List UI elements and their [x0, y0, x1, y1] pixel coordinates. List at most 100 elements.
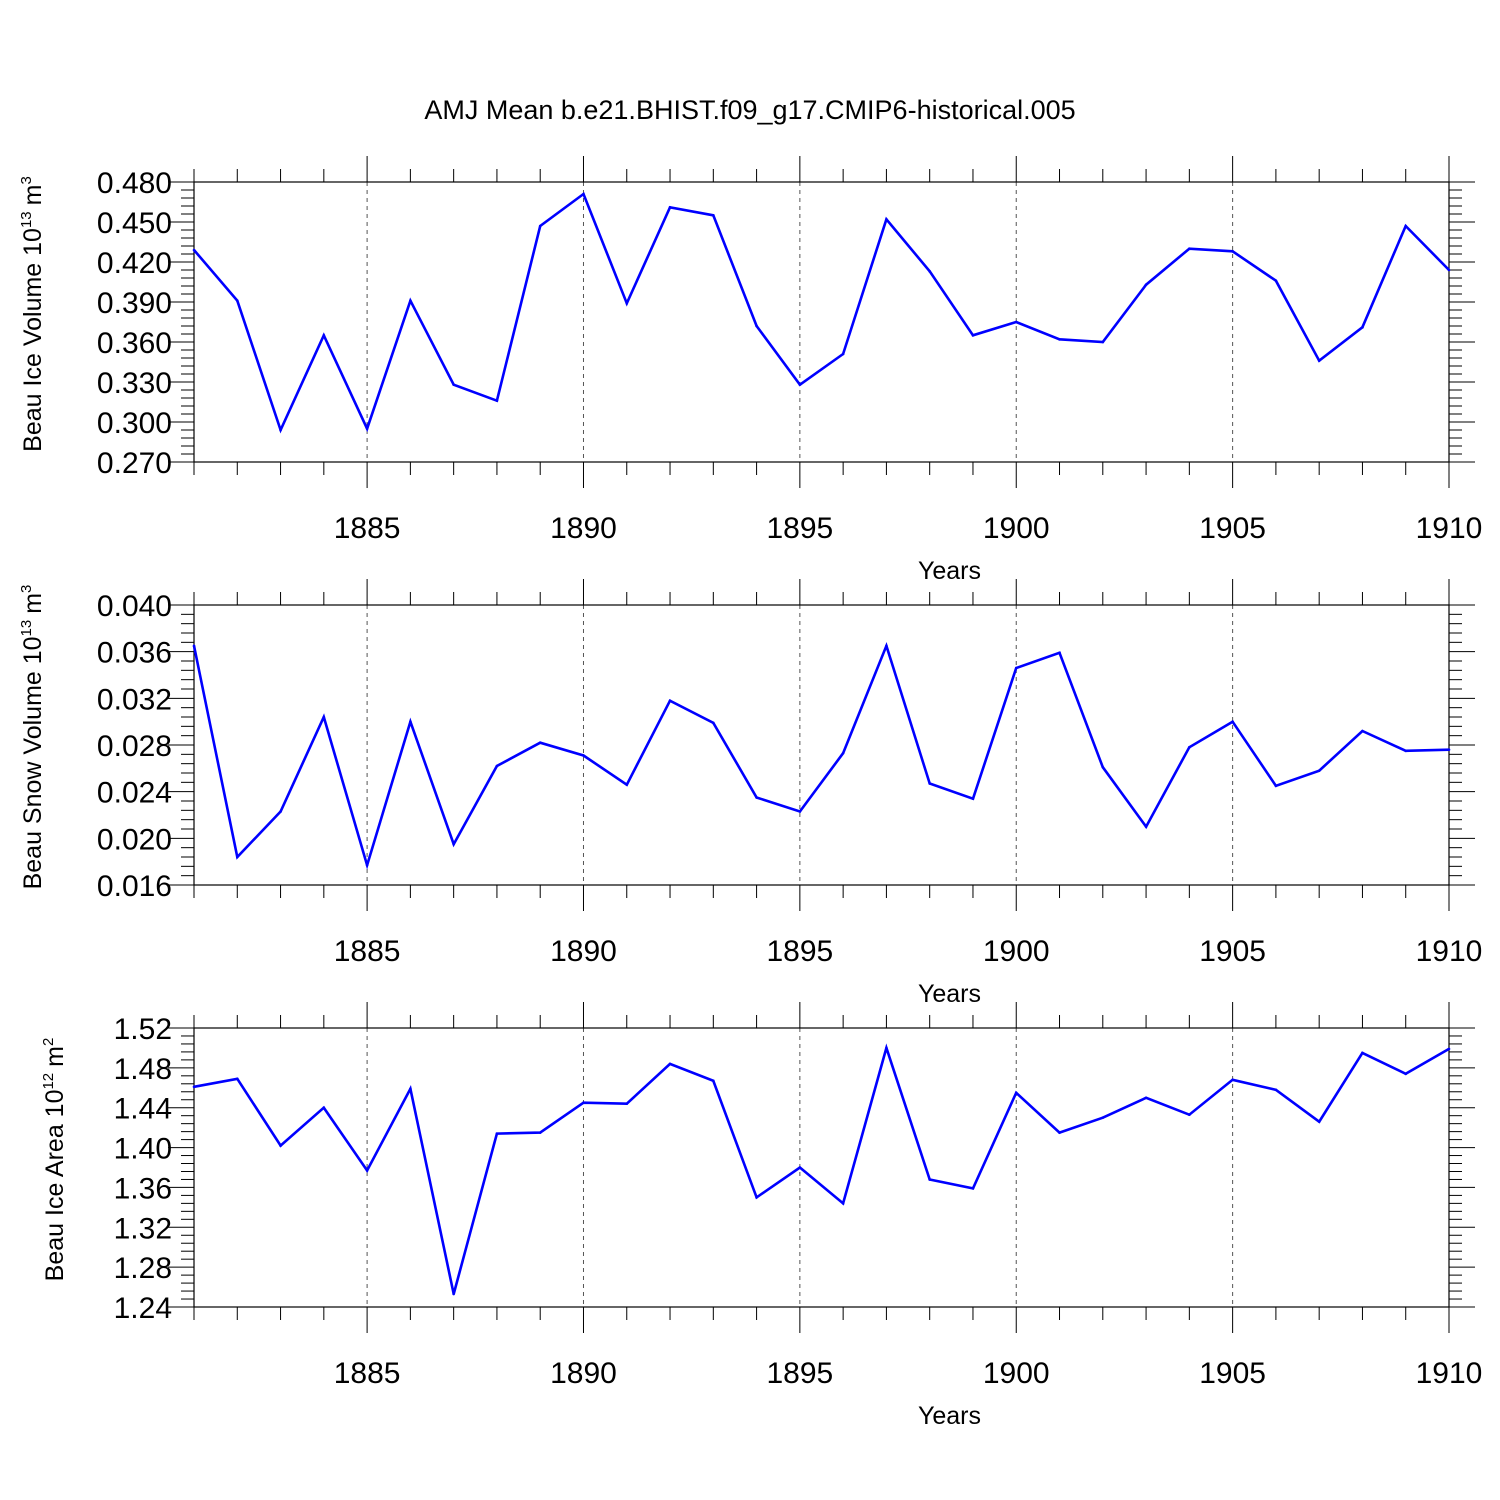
data-point	[1361, 729, 1364, 733]
data-point	[668, 699, 672, 702]
data-point	[582, 1101, 585, 1105]
y-tick-label: 0.028	[97, 730, 172, 763]
data-point	[1101, 1116, 1105, 1119]
data-point	[1188, 247, 1191, 250]
y-axis-label-exponent: 12	[40, 1073, 57, 1090]
data-point	[1404, 749, 1408, 753]
y-axis-label-exponent: 13	[18, 211, 35, 228]
x-tick-label: 1890	[550, 1357, 617, 1390]
data-point	[798, 1166, 802, 1169]
y-tick-label: 0.330	[97, 367, 172, 400]
data-point	[798, 810, 802, 813]
data-point	[1404, 224, 1408, 228]
data-point	[192, 644, 196, 648]
y-axis-label-unit-exponent: 3	[18, 585, 35, 593]
data-point	[1274, 279, 1278, 282]
panel-2: 1885 1890 1895 1900 1905 1910 0.016 0.020 0.024 0…	[18, 579, 1482, 1008]
data-point	[1101, 765, 1105, 769]
data-point	[712, 1079, 715, 1083]
data-point	[495, 1132, 499, 1135]
x-tick-label: 1905	[1199, 512, 1266, 545]
y-tick-label: 0.480	[97, 167, 172, 200]
y-axis-label-exponent: 13	[18, 620, 35, 637]
y-axis-label-unit: m	[41, 1046, 69, 1067]
x-tick-label: 1885	[334, 512, 401, 545]
data-point	[1361, 326, 1364, 329]
y-tick-label: 0.036	[97, 637, 172, 670]
y-tick-label: 0.300	[97, 407, 172, 440]
plot-frame	[193, 604, 1450, 886]
series-line	[192, 641, 1450, 870]
panel-3: 1885 1890 1895 1900 1905 1910 1.24 1.28 1.32 1.36…	[40, 1002, 1482, 1430]
panel-1: 1885 1890 1895 1900 1905 1910 0.270 0.300 0.330 0…	[18, 156, 1482, 585]
data-point	[928, 270, 931, 273]
data-point	[365, 1169, 369, 1172]
y-tick-label: 1.48	[114, 1053, 172, 1086]
data-point	[538, 741, 542, 744]
x-tick-label: 1905	[1199, 935, 1266, 968]
data-point	[625, 1102, 629, 1106]
data-point	[971, 334, 975, 337]
data-point	[235, 855, 239, 859]
x-tick-label: 1910	[1416, 512, 1483, 545]
x-tick-label: 1890	[550, 935, 617, 968]
y-tick-label: 1.32	[114, 1212, 172, 1245]
data-point	[1144, 825, 1148, 828]
data-point	[279, 1144, 282, 1147]
data-point	[1144, 283, 1148, 286]
plot-frame	[193, 181, 1450, 463]
y-tick-label: 0.040	[97, 590, 172, 623]
y-axis-label-unit-exponent: 2	[40, 1038, 57, 1046]
data-point	[1014, 1091, 1018, 1095]
y-axis-label-unit-exponent: 3	[18, 176, 35, 184]
data-point	[279, 810, 282, 813]
y-axis-label: Beau Ice Volume 1013 m3	[18, 176, 47, 452]
data-point	[1447, 268, 1451, 272]
x-tick-label: 1895	[766, 512, 833, 545]
data-point	[755, 1196, 758, 1199]
y-tick-label: 0.032	[97, 683, 172, 716]
data-point	[841, 352, 845, 356]
x-tick-label: 1905	[1199, 1357, 1266, 1390]
y-axis-label-unit: m	[19, 185, 47, 206]
data-point	[1317, 359, 1321, 362]
data-point	[1058, 1131, 1061, 1134]
data-point	[928, 782, 931, 785]
x-tick-label: 1885	[334, 1357, 401, 1390]
data-point	[322, 334, 326, 337]
x-tick-label: 1900	[983, 1357, 1050, 1390]
data-point	[409, 299, 412, 302]
data-point	[1144, 1096, 1148, 1100]
data-point	[971, 1187, 975, 1190]
data-point	[1447, 748, 1451, 751]
x-tick-label: 1895	[766, 935, 833, 968]
y-axis-label-main: Beau Snow Volume 10	[19, 636, 47, 889]
data-point	[841, 751, 845, 755]
plot-frame	[193, 1027, 1450, 1308]
data-point	[192, 1085, 196, 1089]
data-point	[452, 383, 455, 386]
data-point	[1188, 1113, 1191, 1116]
data-point	[538, 1131, 542, 1134]
data-point	[452, 842, 455, 846]
data-point	[1058, 338, 1061, 341]
x-tick-label: 1900	[983, 512, 1050, 545]
y-axis-label-main: Beau Ice Volume 10	[19, 228, 47, 452]
data-point	[495, 764, 499, 768]
data-point	[1317, 1120, 1321, 1123]
data-point	[1231, 250, 1234, 253]
y-axis-label-main: Beau Ice Area 10	[41, 1090, 69, 1282]
data-point	[1274, 784, 1278, 788]
y-tick-label: 1.24	[114, 1292, 172, 1325]
data-point	[712, 721, 715, 725]
data-point	[1404, 1072, 1408, 1076]
data-point	[841, 1202, 845, 1205]
data-point	[1447, 1047, 1451, 1051]
data-point	[885, 1046, 888, 1050]
series-line	[193, 1043, 1450, 1295]
data-point	[1231, 720, 1234, 723]
y-tick-label: 0.450	[97, 207, 172, 240]
data-point	[452, 1292, 455, 1296]
figure-title: AMJ Mean b.e21.BHIST.f09_g17.CMIP6-histo…	[424, 95, 1075, 125]
data-point	[1317, 769, 1321, 772]
